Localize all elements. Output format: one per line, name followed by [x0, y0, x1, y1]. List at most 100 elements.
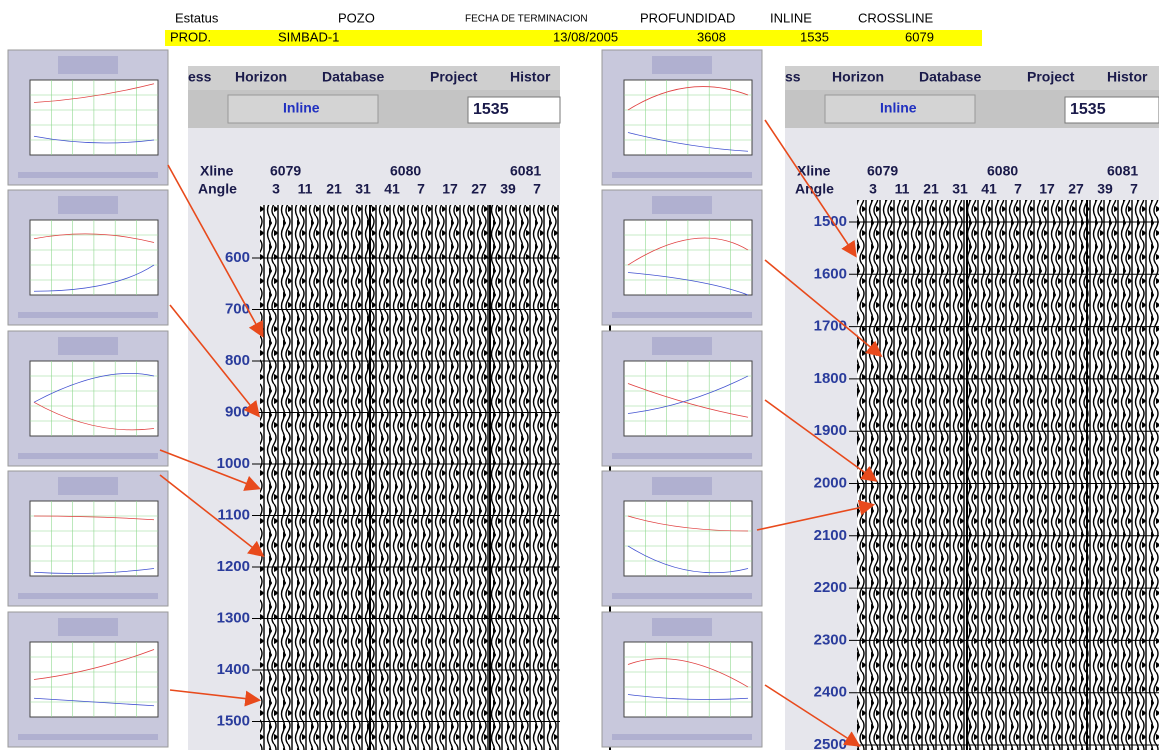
depth-label: 1400 — [217, 661, 250, 678]
thumbnail-curve-blue — [33, 697, 155, 707]
xline-value: 6080 — [987, 163, 1018, 179]
header-value: 13/08/2005 — [553, 29, 618, 44]
thumbnail-curve-red — [627, 658, 749, 688]
arrow — [764, 399, 878, 482]
thumbnail-curve-red — [33, 401, 155, 431]
menu-item: Histor — [1107, 69, 1148, 85]
angle-value: 7 — [1014, 181, 1022, 197]
depth-label: 2400 — [814, 684, 847, 701]
depth-label: 2100 — [814, 527, 847, 544]
arrow — [756, 499, 876, 531]
menu-item: Project — [1027, 69, 1075, 85]
menu-item: ess — [188, 69, 212, 85]
menu-item: Histor — [510, 69, 551, 85]
arrow — [764, 119, 857, 258]
thumbnail-title — [58, 618, 118, 636]
menu-item: Database — [322, 69, 384, 85]
thumbnail-curve-red — [33, 83, 155, 103]
depth-label: 1900 — [814, 422, 847, 439]
arrow — [764, 684, 861, 747]
angle-value: 39 — [1097, 181, 1113, 197]
depth-label: 2300 — [814, 631, 847, 648]
angle-value: 31 — [355, 181, 371, 197]
thumbnail-curve-blue — [627, 132, 749, 152]
thumbnail-curve-red — [33, 515, 155, 521]
depth-label: 1500 — [814, 213, 847, 230]
arrow — [169, 304, 260, 418]
mode-label: Inline — [880, 100, 917, 116]
header-value: SIMBAD-1 — [278, 29, 339, 44]
xline-label: Xline — [797, 163, 831, 179]
depth-label: 2200 — [814, 579, 847, 596]
thumbnail-legend — [612, 312, 752, 318]
angle-value: 17 — [442, 181, 458, 197]
thumbnail-curve-blue — [627, 375, 749, 414]
thumbnail-title — [58, 337, 118, 355]
thumbnail-legend — [18, 172, 158, 178]
thumbnail-title — [652, 337, 712, 355]
thumbnail-legend — [612, 734, 752, 740]
angle-value: 7 — [533, 181, 541, 197]
depth-label: 1100 — [217, 506, 250, 523]
thumbnail-curve-red — [627, 237, 749, 266]
xline-value: 6079 — [867, 163, 898, 179]
angle-value: 27 — [1068, 181, 1084, 197]
panels: ess Horizon Database Project Histor Inline 153… — [188, 66, 1159, 750]
thumbnail-title — [58, 196, 118, 214]
xline-value: 6081 — [1107, 163, 1138, 179]
inline-value: 1535 — [473, 101, 509, 118]
header-label: Estatus — [175, 10, 219, 25]
axis-header — [188, 128, 560, 205]
thumbnail-title — [652, 56, 712, 74]
menu-bar — [785, 66, 1159, 90]
arrow — [764, 259, 883, 358]
header-label: INLINE — [770, 10, 812, 25]
arrows — [159, 119, 883, 747]
header-value: 1535 — [800, 29, 829, 44]
header-value: 6079 — [905, 29, 934, 44]
arrow — [169, 689, 262, 707]
menu-item: Project — [430, 69, 478, 85]
arrow — [167, 164, 264, 338]
depth-label: 2000 — [814, 474, 847, 491]
header-value: PROD. — [170, 29, 211, 44]
thumbnail-title — [652, 196, 712, 214]
menu-item: Horizon — [832, 69, 884, 85]
angle-value: 31 — [952, 181, 968, 197]
depth-label: 1300 — [217, 609, 250, 626]
thumbnail-curve-red — [627, 86, 749, 111]
depth-label: 1700 — [814, 318, 847, 335]
thumbnail-title — [652, 618, 712, 636]
angle-value: 21 — [923, 181, 939, 197]
thumbnails — [7, 49, 763, 748]
axis-header — [785, 128, 1159, 200]
thumbnail-legend — [18, 312, 158, 318]
angle-value: 3 — [869, 181, 877, 197]
thumbnail-curve-blue — [33, 135, 155, 144]
seismic-traces — [260, 205, 560, 750]
xline-value: 6080 — [390, 163, 421, 179]
thumbnail-legend — [612, 593, 752, 599]
thumbnail-curve-blue — [627, 694, 749, 700]
header-row-bg — [165, 30, 982, 46]
menu-item: Database — [919, 69, 981, 85]
depth-label: 1000 — [217, 455, 250, 472]
menu-bar — [188, 66, 560, 90]
angle-value: 3 — [272, 181, 280, 197]
depth-label: 600 — [225, 249, 250, 266]
depth-label: 700 — [225, 300, 250, 317]
mode-button — [227, 94, 379, 124]
thumbnail-curve-red — [627, 515, 749, 532]
angle-value: 41 — [384, 181, 400, 197]
thumbnail-title — [58, 56, 118, 74]
depth-label: 1800 — [814, 370, 847, 387]
thumbnail-curve-blue — [627, 545, 749, 574]
menu-item: ss — [785, 69, 801, 85]
mode-button — [824, 94, 976, 124]
thumbnail-legend — [18, 734, 158, 740]
angle-value: 39 — [500, 181, 516, 197]
thumbnail-legend — [18, 453, 158, 459]
arrow — [159, 474, 265, 557]
inline-box — [467, 96, 561, 124]
